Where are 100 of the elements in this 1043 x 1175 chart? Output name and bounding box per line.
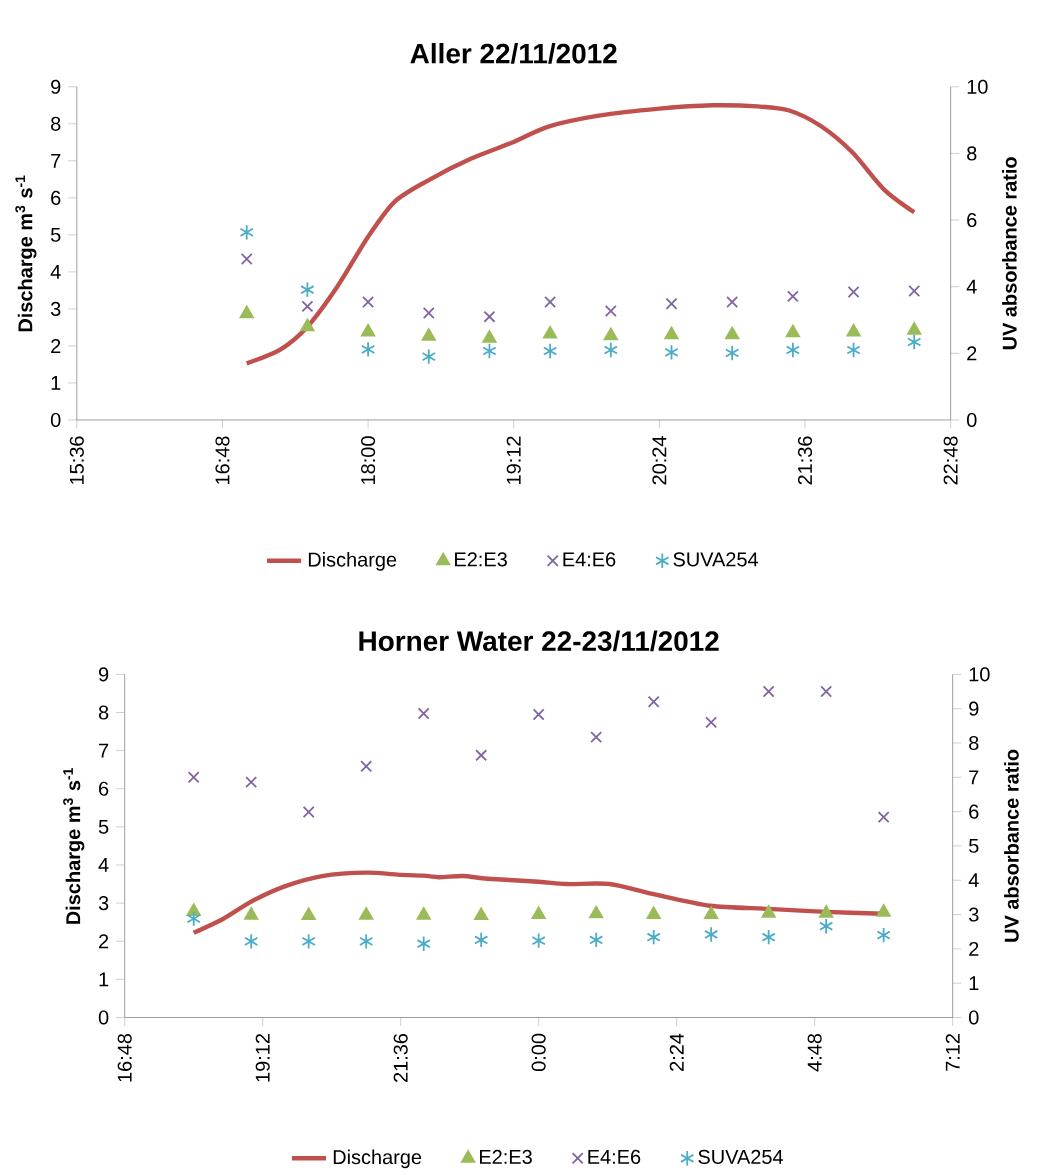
point (531, 932, 546, 949)
x-tick-label: 2:24 (669, 1033, 684, 1071)
point (603, 327, 618, 341)
point (482, 330, 497, 343)
point (786, 290, 799, 303)
point (604, 305, 617, 317)
point (473, 907, 489, 921)
y2-tick-label: 0 (966, 412, 977, 428)
y2-tick-label: 10 (969, 667, 990, 682)
point (482, 342, 497, 360)
point (588, 905, 604, 919)
y-tick-label: 5 (50, 227, 61, 242)
y-tick-label: 1 (51, 376, 61, 390)
point (421, 348, 436, 365)
point (603, 341, 618, 359)
point (416, 907, 431, 920)
point (417, 707, 430, 720)
point (906, 322, 922, 335)
point (239, 305, 254, 319)
y2-axis-title: UV absorbance ratio (1001, 157, 1017, 350)
point (474, 749, 487, 762)
y2-tick-label: 0 (968, 1010, 979, 1025)
point (245, 776, 257, 789)
point (819, 685, 832, 698)
y2-tick-label: 6 (967, 213, 977, 228)
point (360, 323, 376, 337)
point (360, 341, 376, 358)
point (243, 907, 259, 920)
point (300, 318, 315, 332)
point (243, 933, 259, 950)
point (908, 285, 921, 298)
point (186, 910, 201, 927)
point (483, 310, 496, 323)
x-tick-label: 21:36 (797, 436, 812, 485)
legend-label: E2:E3 (479, 1149, 532, 1164)
chart-title: Aller 22/11/2012 (410, 42, 617, 64)
point (358, 933, 374, 950)
point (703, 906, 719, 920)
y-tick-label: 6 (50, 190, 61, 205)
point (361, 296, 374, 308)
x-tick-label: 19:12 (506, 436, 521, 484)
legend-label: E4:E6 (588, 1149, 641, 1164)
y-tick-label: 6 (98, 781, 109, 796)
point (877, 811, 890, 824)
legend-label: SUVA254 (698, 1149, 783, 1164)
y-tick-label: 9 (98, 667, 108, 682)
point (818, 918, 834, 935)
point (847, 286, 860, 298)
y-tick-label: 3 (50, 301, 61, 316)
point (665, 297, 678, 310)
y2-tick-label: 2 (967, 346, 977, 361)
x-tick-label: 15:36 (69, 436, 84, 484)
point (588, 931, 604, 949)
point (761, 905, 776, 918)
point (416, 935, 431, 952)
y-tick-label: 4 (50, 265, 61, 279)
point (542, 342, 558, 360)
point (726, 296, 738, 308)
point (532, 708, 545, 721)
x-tick-label: 7:12 (945, 1034, 960, 1071)
y-axis-title: Discharge m$^{3}$ s$^{-1}$ (15, 175, 37, 332)
y-tick-label: 2 (98, 934, 108, 949)
x-tick-label: 22:48 (943, 436, 958, 485)
y-axis-title: Discharge m$^{3}$ s$^{-1}$ (62, 768, 85, 924)
y2-tick-label: 1 (969, 976, 979, 991)
legend-label: SUVA254 (673, 552, 758, 567)
point (473, 931, 489, 949)
y2-tick-label: 9 (968, 701, 979, 716)
legend-label: E2:E3 (454, 552, 507, 567)
legend-label: Discharge (333, 1149, 421, 1169)
point (421, 328, 436, 341)
y2-tick-label: 8 (968, 735, 979, 751)
point (543, 296, 556, 308)
point (589, 731, 602, 744)
point (646, 906, 661, 920)
point (358, 907, 374, 920)
point (301, 933, 316, 950)
legend-label: E4:E6 (563, 552, 616, 567)
y-tick-label: 5 (98, 819, 109, 834)
y2-tick-label: 5 (968, 838, 979, 853)
y-tick-label: 7 (50, 153, 61, 168)
y-tick-label: 8 (98, 705, 109, 720)
point (762, 685, 775, 698)
point (876, 904, 891, 917)
y-tick-label: 1 (99, 972, 108, 987)
y2-tick-label: 10 (967, 79, 988, 94)
x-tick-label: 19:12 (255, 1034, 270, 1082)
point (785, 341, 800, 359)
point (724, 344, 740, 362)
point (724, 326, 740, 340)
point (240, 253, 253, 266)
x-tick-label: 16:48 (215, 436, 230, 484)
y2-tick-label: 2 (969, 941, 979, 956)
chart-title: Horner Water 22-23/11/2012 (359, 630, 719, 652)
point (647, 695, 660, 708)
x-tick-label: 20:24 (652, 436, 667, 485)
point (302, 805, 315, 818)
point (360, 760, 372, 773)
point (301, 300, 314, 313)
point (300, 281, 315, 298)
